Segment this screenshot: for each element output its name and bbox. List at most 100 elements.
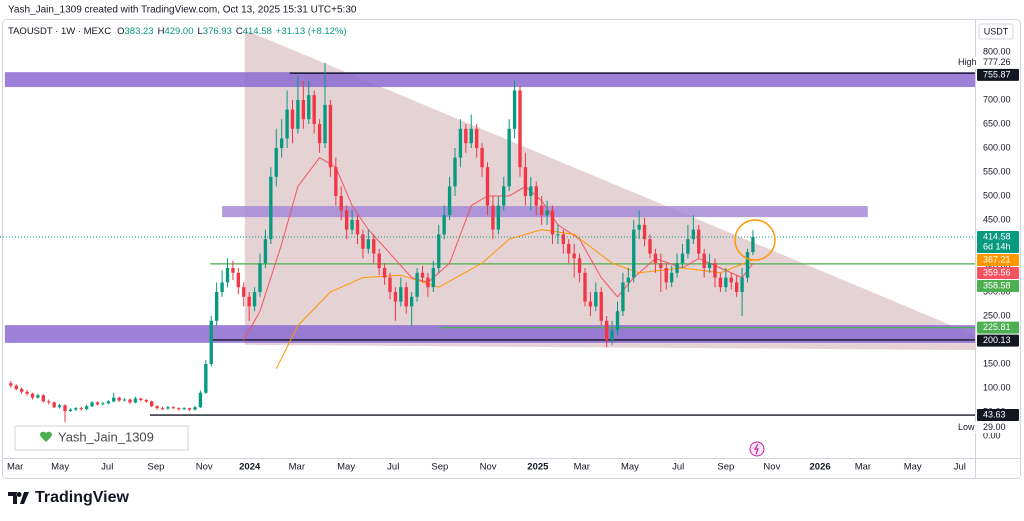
candle-body xyxy=(404,287,408,307)
candle-body xyxy=(187,408,192,410)
candle-body xyxy=(626,277,631,283)
candle-body xyxy=(648,239,652,254)
candle-body xyxy=(496,205,501,230)
x-tick-label: Mar xyxy=(855,462,871,473)
candle-body xyxy=(182,408,186,410)
candle-body xyxy=(95,402,100,405)
candle-body xyxy=(355,220,360,235)
candle-body xyxy=(252,292,257,307)
candle-body xyxy=(751,237,755,253)
candle-body xyxy=(139,398,143,401)
candle-body xyxy=(372,239,376,254)
candle-body xyxy=(41,395,46,402)
candle-body xyxy=(534,186,538,206)
candle-body xyxy=(659,263,663,269)
candle-body xyxy=(729,277,733,283)
candle-body xyxy=(437,234,441,269)
candle-body xyxy=(144,400,148,402)
countdown: 6d 14h xyxy=(983,241,1011,251)
candle-body xyxy=(19,388,24,392)
price-tag xyxy=(977,280,1019,293)
candle-body xyxy=(63,405,67,412)
candle-body xyxy=(561,234,566,245)
candle-body xyxy=(274,148,278,177)
heart-icon xyxy=(40,431,52,442)
x-tick-label: May xyxy=(51,462,69,473)
x-tick-label: May xyxy=(337,462,355,473)
candle-body xyxy=(160,408,165,410)
candle-body xyxy=(491,205,495,230)
candle-body xyxy=(317,124,322,144)
candle-body xyxy=(90,402,94,407)
legend-value: 376.93 xyxy=(203,26,232,37)
price-tag-label: 359.56 xyxy=(983,267,1011,277)
candle-body xyxy=(290,109,295,129)
candle-body xyxy=(393,292,398,302)
candle-body xyxy=(382,268,387,278)
candle-body xyxy=(166,407,170,409)
candle-body xyxy=(258,263,262,293)
brand: TradingView xyxy=(35,489,130,506)
candle-body xyxy=(512,90,517,129)
candle-body xyxy=(632,229,636,278)
candle-body xyxy=(231,268,235,273)
chart-frame xyxy=(2,19,1021,479)
candle-body xyxy=(214,292,219,321)
candle-body xyxy=(106,401,111,404)
y-tick-label: 650.00 xyxy=(983,118,1011,128)
x-tick-label: Jul xyxy=(954,462,966,473)
candle-body xyxy=(642,224,647,240)
x-tick-label: Mar xyxy=(7,462,23,473)
candle-body xyxy=(480,148,484,168)
candle-body xyxy=(458,128,463,158)
legend-key: H xyxy=(158,26,165,37)
x-tick-label: Nov xyxy=(763,462,780,473)
y-tick-label: 250.00 xyxy=(983,310,1011,320)
candle-body xyxy=(296,100,300,129)
y-tick-label: 100.00 xyxy=(983,382,1011,392)
candle-body xyxy=(686,239,690,254)
candle-body xyxy=(339,196,343,211)
candle-body xyxy=(539,205,544,216)
candle-body xyxy=(312,95,316,125)
x-tick-label: Mar xyxy=(574,462,590,473)
x-tick-label: Sep xyxy=(717,462,734,473)
candle-body xyxy=(263,239,268,264)
x-tick-label: Mar xyxy=(289,462,305,473)
candle-body xyxy=(399,287,403,302)
x-tick-label: May xyxy=(904,462,922,473)
candle-body xyxy=(604,320,609,341)
candle-body xyxy=(366,239,371,249)
candle-body xyxy=(30,393,35,398)
candle-body xyxy=(415,272,419,297)
candle-body xyxy=(307,95,311,120)
candle-body xyxy=(469,128,473,144)
price-tag xyxy=(977,409,1019,422)
candle-body xyxy=(323,104,327,144)
candle-body xyxy=(328,104,333,168)
candle-body xyxy=(285,109,289,139)
x-tick-label: Sep xyxy=(148,462,165,473)
triangle-pattern xyxy=(244,29,976,351)
candle-body xyxy=(74,408,78,410)
y-tick-label: 550.00 xyxy=(983,166,1011,176)
candle-body xyxy=(350,220,354,230)
candle-body xyxy=(149,401,154,407)
extreme-value: 29.00 xyxy=(983,422,1006,432)
candle-body xyxy=(68,409,73,412)
zone xyxy=(4,325,975,343)
y-tick-label: 150.00 xyxy=(983,358,1011,368)
zone xyxy=(222,206,868,218)
candle-body xyxy=(523,167,528,197)
candle-body xyxy=(734,282,739,293)
x-tick-label: Jul xyxy=(672,462,684,473)
candle-body xyxy=(453,157,457,187)
candle-body xyxy=(529,186,533,197)
legend-key: O xyxy=(117,26,124,37)
candle-body xyxy=(193,407,197,410)
price-tag-label: 43.63 xyxy=(983,409,1006,419)
price-tag-label: 414.58 xyxy=(983,231,1011,241)
candle-body xyxy=(442,215,446,235)
extreme-name: Low xyxy=(958,422,975,432)
candle-body xyxy=(724,277,728,288)
